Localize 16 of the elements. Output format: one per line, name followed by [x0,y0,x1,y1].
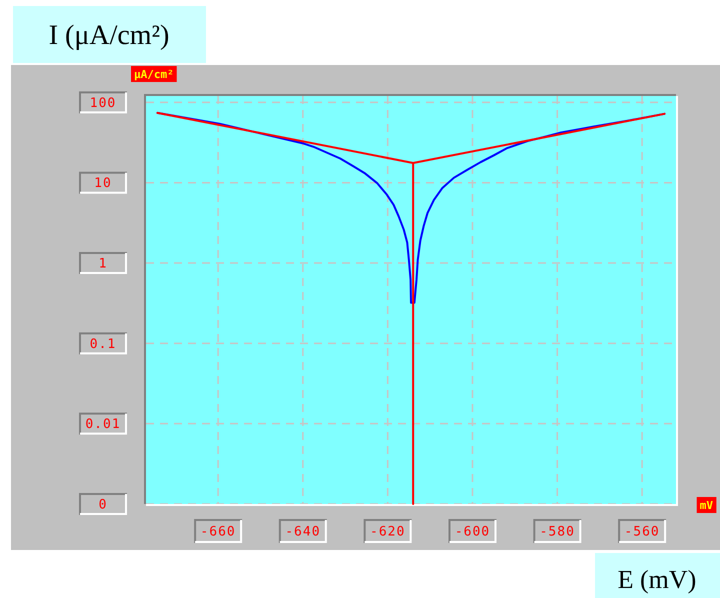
y-tick-label: 0.1 [90,336,116,352]
text: μA/cm² [134,68,174,81]
y-tick-label: 100 [90,96,116,111]
x-axis-title: E (mV) [618,565,696,594]
x-tick-label: -600 [454,524,490,540]
y-tick-label: 1 [98,256,108,272]
y-tick-label: 10 [94,176,112,192]
y-axis-title: I (μA/cm²) [48,20,170,51]
x-tick-label: -580 [540,524,575,540]
x-tick-label: -660 [200,524,236,540]
x-tick-label: -560 [624,524,660,540]
x-tick-label: -620 [370,524,406,540]
text: mV [700,499,714,512]
y-tick-label: 0 [98,498,108,513]
y-tick-label: 0.01 [85,417,121,432]
x-tick-label: -640 [285,524,321,540]
